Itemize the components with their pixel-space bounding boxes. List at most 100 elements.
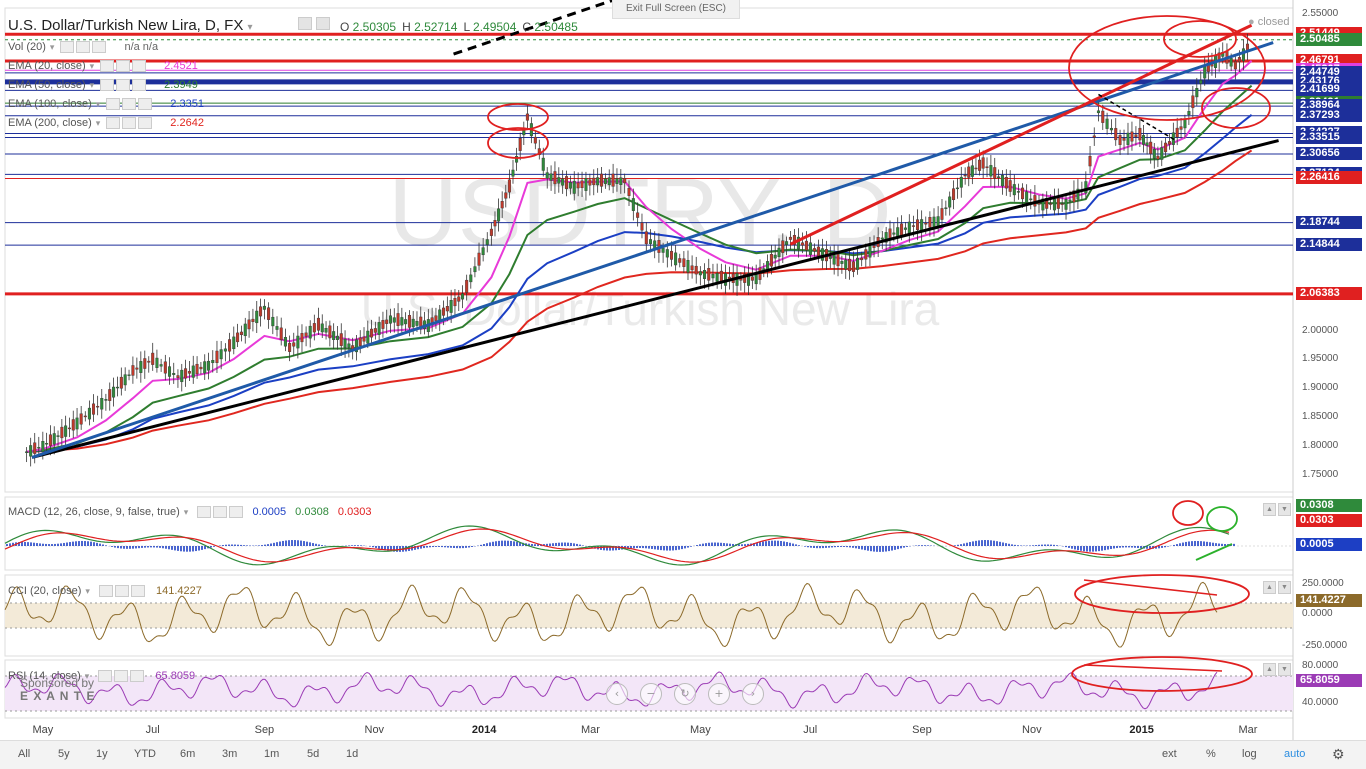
scale-button-log[interactable]: log <box>1242 748 1257 760</box>
candle-body <box>195 363 199 375</box>
cci-hide-icon[interactable] <box>114 585 129 598</box>
rsi-close-icon[interactable] <box>130 670 145 683</box>
candle-body <box>223 348 227 352</box>
scale-button-percent[interactable]: % <box>1206 748 1216 760</box>
macd-pane-down-icon[interactable]: ▼ <box>1278 503 1291 516</box>
rsi-hide-icon[interactable] <box>114 670 129 683</box>
ohlc-value-h: 2.52714 <box>414 20 458 34</box>
range-button-all[interactable]: All <box>18 748 31 760</box>
candle-body <box>104 399 108 401</box>
scale-button-auto[interactable]: auto <box>1284 748 1306 760</box>
hide-icon[interactable] <box>116 60 131 73</box>
candle-body <box>1092 135 1096 138</box>
time-tick-label: Jul <box>803 724 818 736</box>
macd-hide-icon[interactable] <box>213 506 228 519</box>
candle-body <box>948 196 952 208</box>
close-icon[interactable] <box>92 41 107 54</box>
cci-band <box>5 603 1293 628</box>
range-button-6m[interactable]: 6m <box>180 748 196 760</box>
candle-body <box>711 274 715 279</box>
cci-close-icon[interactable] <box>130 585 145 598</box>
cci-pane-down-icon[interactable]: ▼ <box>1278 581 1291 594</box>
close-icon[interactable] <box>132 79 147 92</box>
macd-pane-up-icon[interactable]: ▲ <box>1263 503 1276 516</box>
candle-body <box>29 445 33 457</box>
scroll-right-icon[interactable]: › <box>742 683 764 705</box>
chevron-down-icon[interactable]: ▾ <box>89 80 95 90</box>
settings-icon[interactable] <box>298 17 312 30</box>
scroll-left-icon[interactable]: ‹ <box>606 683 628 705</box>
candle-body <box>1241 48 1245 62</box>
candle-body <box>236 332 240 343</box>
zoom-in-icon[interactable]: + <box>708 683 730 705</box>
hide-icon[interactable] <box>316 17 331 30</box>
close-icon[interactable] <box>138 98 153 111</box>
annotation-ellipse <box>1201 87 1271 129</box>
macd-close-icon[interactable] <box>229 506 244 519</box>
settings-icon[interactable] <box>106 98 121 111</box>
candle-body <box>87 407 91 420</box>
candle-body <box>131 365 135 376</box>
candle-body <box>851 261 855 272</box>
candle-body <box>239 331 243 336</box>
chart-settings-gear-icon[interactable]: ⚙ <box>1332 746 1345 762</box>
range-button-5y[interactable]: 5y <box>58 748 70 760</box>
chevron-down-icon[interactable]: ▾ <box>49 42 55 52</box>
hide-icon[interactable] <box>122 98 137 111</box>
candle-body <box>92 403 96 415</box>
cci-settings-icon[interactable] <box>98 585 113 598</box>
range-button-3m[interactable]: 3m <box>222 748 238 760</box>
candle-body <box>537 148 541 156</box>
candle-body <box>812 248 816 252</box>
ema-line <box>26 59 1253 453</box>
candle-body <box>561 178 565 186</box>
close-icon[interactable] <box>138 117 153 130</box>
candle-body <box>1052 198 1056 211</box>
candle-body <box>312 323 316 333</box>
symbol-dropdown-icon[interactable]: ▾ <box>247 22 253 33</box>
hide-icon[interactable] <box>122 117 137 130</box>
settings-icon[interactable] <box>100 79 115 92</box>
chart-canvas[interactable]: USDTRY, DU.S. Dollar/Turkish New Lira <box>0 0 1366 740</box>
zoom-out-icon[interactable]: − <box>640 683 662 705</box>
candle-body <box>997 176 1001 178</box>
range-button-1y[interactable]: 1y <box>96 748 108 760</box>
rsi-settings-icon[interactable] <box>98 670 113 683</box>
price-badge: 2.30656 <box>1296 147 1362 161</box>
candle-body <box>328 325 332 339</box>
price-badge: 2.18744 <box>1296 215 1362 229</box>
hide-icon[interactable] <box>116 79 131 92</box>
candle-body <box>600 173 604 187</box>
range-button-5d[interactable]: 5d <box>307 748 320 760</box>
rsi-badge: 65.8059 <box>1296 674 1362 687</box>
candle-body <box>48 434 52 446</box>
settings-icon[interactable] <box>100 60 115 73</box>
settings-icon[interactable] <box>60 41 75 54</box>
candle-body <box>25 451 29 453</box>
close-icon[interactable] <box>132 60 147 73</box>
rsi-legend: RSI (14, close) ▾ 65.8059 <box>8 670 196 683</box>
cci-pane-up-icon[interactable]: ▲ <box>1263 581 1276 594</box>
annotation-line <box>1195 543 1233 561</box>
cci-badge: 141.4227 <box>1296 594 1362 607</box>
candle-body <box>135 367 139 370</box>
rsi-pane-down-icon[interactable]: ▼ <box>1278 663 1291 676</box>
chevron-down-icon[interactable]: ▾ <box>89 61 95 71</box>
hide-icon[interactable] <box>76 41 91 54</box>
range-button-ytd[interactable]: YTD <box>134 748 156 760</box>
macd-settings-icon[interactable] <box>197 506 212 519</box>
market-status-label: closed <box>1257 16 1290 28</box>
reset-zoom-icon[interactable]: ↻ <box>674 683 696 705</box>
scale-button-ext[interactable]: ext <box>1162 748 1177 760</box>
chevron-down-icon[interactable]: ▾ <box>95 118 101 128</box>
range-button-1m[interactable]: 1m <box>264 748 280 760</box>
rsi-pane-up-icon[interactable]: ▲ <box>1263 663 1276 676</box>
cci-tick-label: -250.0000 <box>1302 640 1348 651</box>
annotation-ellipse <box>487 103 549 131</box>
range-button-1d[interactable]: 1d <box>346 748 359 760</box>
chevron-down-icon[interactable]: ▾ <box>95 99 101 109</box>
settings-icon[interactable] <box>106 117 121 130</box>
candle-body <box>1072 190 1076 203</box>
exit-fullscreen-button[interactable]: Exit Full Screen (ESC) <box>612 0 740 19</box>
candle-body <box>283 337 287 347</box>
